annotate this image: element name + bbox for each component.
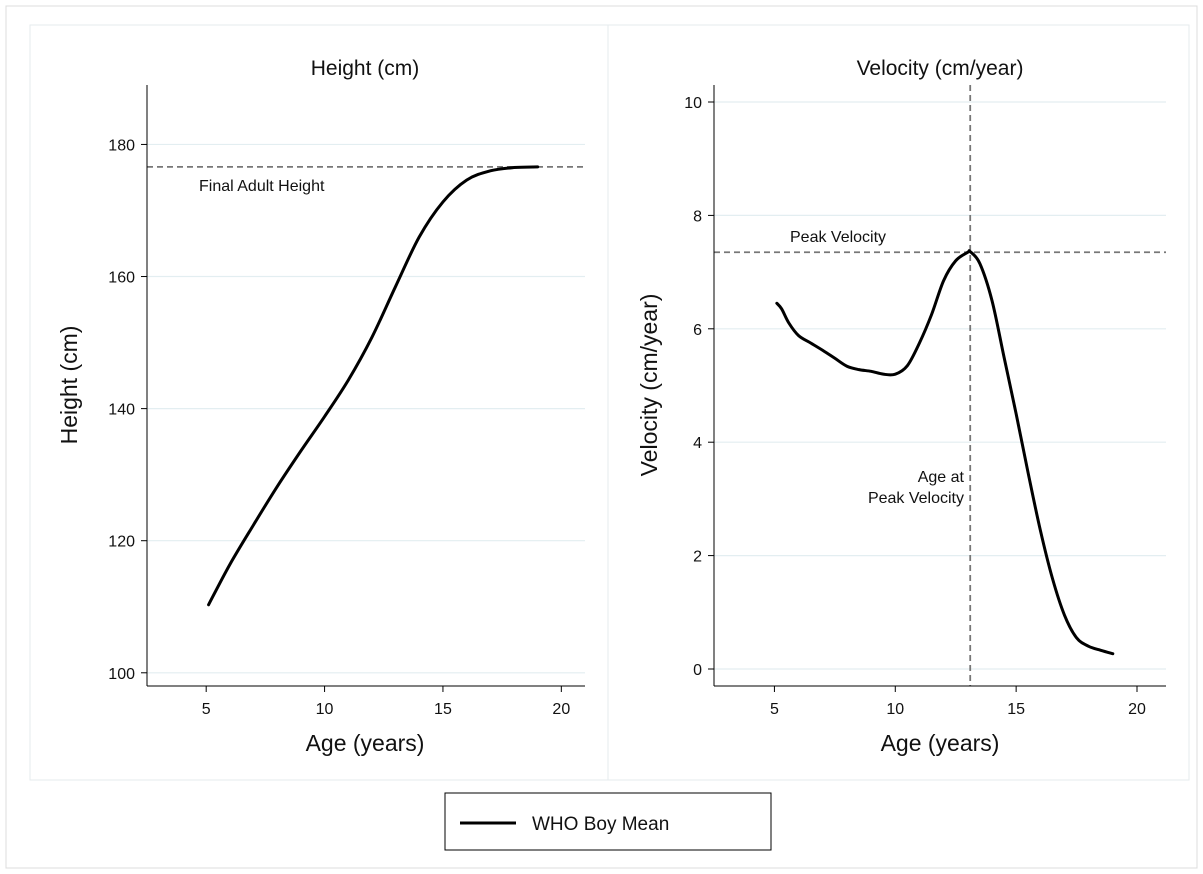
height-x-tick-label: 10	[316, 701, 334, 718]
velocity-series-line-1	[775, 249, 1115, 656]
velocity-panel: 0 2 4 6 8 10 5 10 15 20 Velocity (cm/year) Age (y…	[607, 24, 1190, 781]
height-y-tick-label: 160	[108, 270, 135, 287]
velocity-reference-lines	[714, 85, 1166, 686]
height-y-tick-label: 140	[108, 402, 135, 419]
velocity-y-tick-label: 4	[693, 435, 702, 452]
height-x-axis-title: Age (years)	[306, 730, 425, 756]
velocity-x-axis-title: Age (years)	[881, 730, 1000, 756]
velocity-x-tick-label: 5	[770, 701, 779, 718]
velocity-y-tick-label: 0	[693, 662, 702, 679]
height-series-line-1	[207, 165, 540, 607]
height-x-tick-label: 5	[202, 701, 211, 718]
age-at-peak-label-line2: Peak Velocity	[868, 490, 964, 507]
height-y-axis-title: Height (cm)	[56, 326, 82, 445]
height-ticks: 100 120 140 160 180 5 10 15 20	[108, 137, 570, 718]
velocity-y-axis-title: Velocity (cm/year)	[636, 294, 662, 477]
velocity-panel-frame	[607, 24, 1190, 781]
height-grid	[147, 143, 585, 674]
velocity-x-tick-label: 20	[1128, 701, 1146, 718]
velocity-y-tick-label: 6	[693, 322, 702, 339]
age-at-peak-label-line1: Age at	[918, 469, 965, 486]
height-axes	[146, 85, 585, 687]
height-y-tick-label: 180	[108, 137, 135, 154]
height-chart-title: Height (cm)	[311, 57, 420, 80]
height-panel: 100 120 140 160 180 5 10 15 20 Height (cm) Age (…	[29, 24, 609, 781]
velocity-chart-title: Velocity (cm/year)	[857, 57, 1024, 80]
height-series	[207, 165, 540, 607]
velocity-x-tick-label: 10	[886, 701, 904, 718]
final-adult-height-label: Final Adult Height	[199, 178, 325, 195]
height-panel-frame	[29, 24, 609, 781]
velocity-y-tick-label: 8	[693, 208, 702, 225]
velocity-y-tick-label: 2	[693, 549, 702, 566]
velocity-y-tick-label: 10	[684, 95, 702, 112]
velocity-axes	[713, 85, 1166, 687]
height-x-tick-label: 20	[552, 701, 570, 718]
velocity-series	[775, 249, 1115, 656]
legend: WHO Boy Mean	[444, 792, 772, 851]
velocity-grid	[714, 101, 1166, 670]
height-x-tick-label: 15	[434, 701, 452, 718]
height-y-tick-label: 120	[108, 534, 135, 551]
velocity-ticks: 0 2 4 6 8 10 5 10 15 20	[684, 95, 1146, 718]
peak-velocity-label: Peak Velocity	[790, 229, 886, 246]
velocity-x-tick-label: 15	[1007, 701, 1025, 718]
legend-label: WHO Boy Mean	[532, 814, 669, 835]
height-y-tick-label: 100	[108, 666, 135, 683]
